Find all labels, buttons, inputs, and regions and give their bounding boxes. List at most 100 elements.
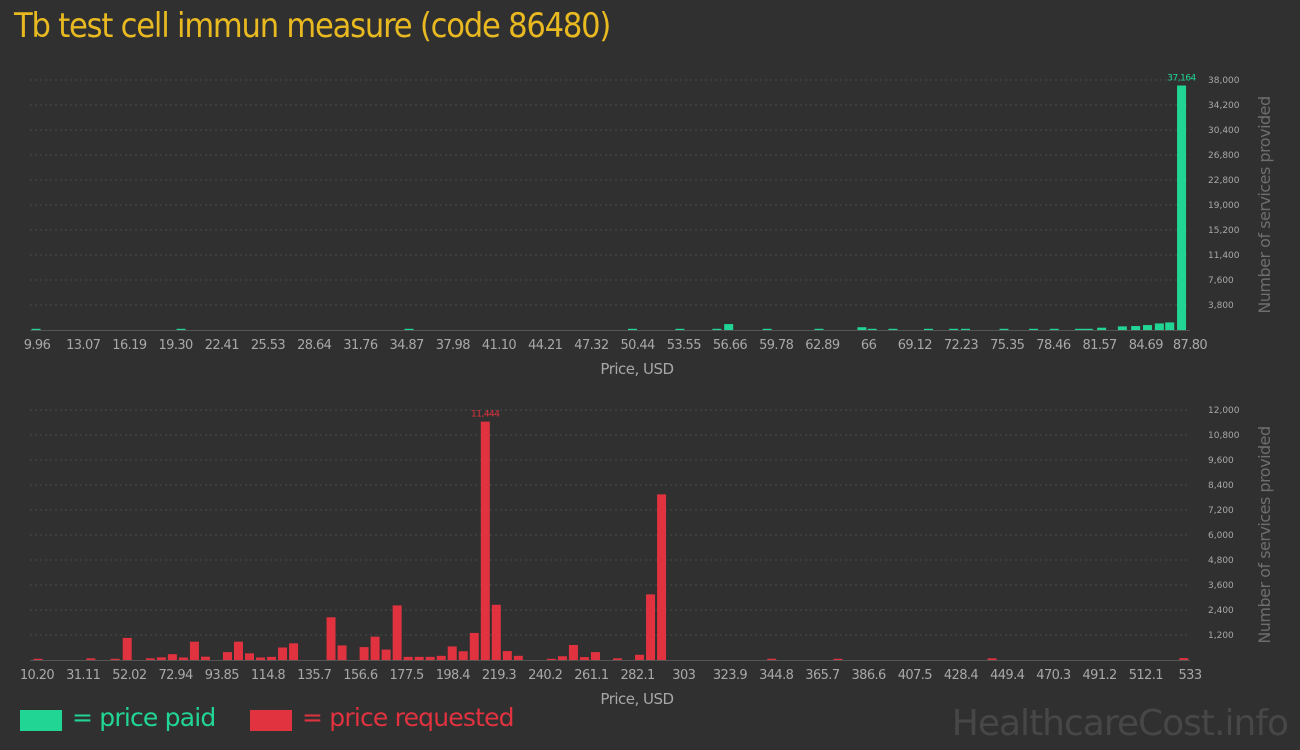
requested-bar	[178, 657, 188, 660]
requested-peak-label: 11,444	[471, 410, 500, 420]
paid-bar	[1117, 326, 1127, 330]
requested-bar	[557, 656, 567, 660]
requested-x-tick-label: 428.4	[944, 668, 979, 683]
paid-y-tick-label: 30,400	[1208, 126, 1240, 136]
requested-x-tick-label: 156.6	[343, 668, 378, 683]
requested-y-tick-label: 2,400	[1208, 606, 1234, 616]
requested-x-tick-label: 512.1	[1129, 668, 1164, 683]
requested-y-tick-label: 8,400	[1208, 481, 1234, 491]
requested-x-tick-label: 282.1	[620, 668, 655, 683]
requested-bar	[326, 617, 336, 660]
paid-bar	[999, 328, 1009, 330]
requested-bar	[167, 654, 177, 660]
paid-bar	[867, 328, 877, 330]
requested-bar	[110, 658, 120, 660]
requested-bar	[635, 654, 645, 660]
requested-bar	[370, 636, 380, 660]
requested-y-tick-label: 7,200	[1208, 506, 1234, 516]
paid-bar	[1074, 328, 1084, 330]
requested-x-tick-label: 52.02	[112, 668, 146, 683]
paid-bar	[960, 328, 970, 330]
requested-x-tick-label: 135.7	[297, 668, 332, 683]
legend-requested-swatch	[250, 710, 292, 731]
requested-x-tick-label: 72.94	[158, 668, 193, 683]
paid-bar	[1083, 328, 1093, 330]
paid-x-axis-title: Price, USD	[600, 360, 673, 378]
requested-bar	[189, 641, 199, 660]
requested-x-tick-label: 31.11	[66, 668, 101, 683]
requested-bar	[86, 658, 96, 660]
requested-bar	[122, 637, 132, 660]
legend-paid-swatch	[20, 710, 62, 731]
paid-x-tick-label: 13.07	[66, 338, 101, 353]
paid-y-tick-label: 7,600	[1208, 276, 1234, 286]
requested-x-tick-label: 261.1	[574, 668, 609, 683]
paid-x-tick-label: 50.44	[620, 338, 655, 353]
requested-y-tick-label: 6,000	[1208, 531, 1234, 541]
paid-bar	[31, 328, 41, 330]
paid-bar	[1177, 85, 1187, 330]
legend-paid-label: = price paid	[72, 703, 216, 732]
paid-x-tick-label: 34.87	[389, 338, 424, 353]
requested-bar	[156, 657, 166, 660]
paid-x-tick-label: 25.53	[251, 338, 286, 353]
requested-x-tick-label: 177.5	[389, 668, 424, 683]
requested-bar	[491, 604, 501, 660]
requested-bar	[1179, 658, 1189, 660]
paid-x-tick-label: 87.80	[1173, 338, 1208, 353]
requested-x-tick-label: 365.7	[805, 668, 840, 683]
paid-x-tick-label: 9.96	[24, 338, 51, 353]
requested-bar	[447, 646, 457, 660]
paid-x-tick-label: 44.21	[528, 338, 563, 353]
paid-x-tick-label: 72.23	[944, 338, 979, 353]
requested-bar	[436, 655, 446, 660]
requested-bar	[546, 658, 556, 660]
requested-x-tick-label: 533	[1178, 668, 1201, 683]
requested-y-tick-label: 3,600	[1208, 581, 1234, 591]
paid-bar	[1029, 328, 1039, 330]
paid-bar	[176, 328, 186, 330]
requested-x-tick-label: 323.9	[713, 668, 748, 683]
requested-y-tick-label: 10,800	[1208, 431, 1240, 441]
requested-bar	[289, 643, 299, 660]
paid-x-tick-label: 75.35	[990, 338, 1025, 353]
requested-bar	[987, 658, 997, 660]
requested-x-tick-label: 386.6	[851, 668, 886, 683]
requested-x-tick-label: 198.4	[436, 668, 471, 683]
watermark: HealthcareCost.info	[951, 703, 1289, 744]
requested-bar	[256, 657, 266, 660]
requested-x-tick-label: 219.3	[482, 668, 517, 683]
requested-bar	[33, 658, 43, 660]
paid-bar	[762, 328, 772, 330]
paid-bar	[1165, 322, 1175, 330]
paid-bar	[675, 328, 685, 330]
requested-bar	[392, 605, 402, 660]
requested-bar	[278, 647, 288, 660]
paid-bar	[1049, 328, 1059, 330]
requested-x-tick-label: 93.85	[205, 668, 240, 683]
price-paid-chart: 3,800 7,600 11,400 15,200 19,000 22,800 26,800…	[24, 74, 1274, 379]
paid-x-tick-label: 78.46	[1036, 338, 1071, 353]
requested-bar	[767, 658, 777, 660]
paid-y-tick-label: 22,800	[1208, 176, 1240, 186]
requested-y-axis-title: Number of services provided	[1255, 426, 1274, 643]
requested-bar	[833, 658, 843, 660]
paid-y-tick-label: 38,000	[1208, 76, 1240, 86]
requested-bar	[568, 645, 578, 660]
page-title: Tb test cell immun measure (code 86480)	[14, 6, 611, 46]
requested-bar	[381, 649, 391, 660]
requested-x-tick-label: 449.4	[990, 668, 1025, 683]
paid-bar	[814, 328, 824, 330]
requested-bar	[458, 651, 468, 660]
requested-bar	[403, 656, 413, 660]
paid-y-tick-label: 3,800	[1208, 301, 1234, 311]
paid-y-tick-label: 34,200	[1208, 101, 1240, 111]
paid-x-tick-label: 28.64	[297, 338, 332, 353]
requested-bar	[414, 656, 424, 660]
paid-bar	[712, 328, 722, 330]
requested-bar	[337, 645, 347, 660]
paid-x-tick-label: 66	[861, 338, 877, 353]
paid-y-axis-title: Number of services provided	[1255, 96, 1274, 313]
requested-bar	[469, 632, 479, 660]
requested-bar	[425, 656, 435, 660]
